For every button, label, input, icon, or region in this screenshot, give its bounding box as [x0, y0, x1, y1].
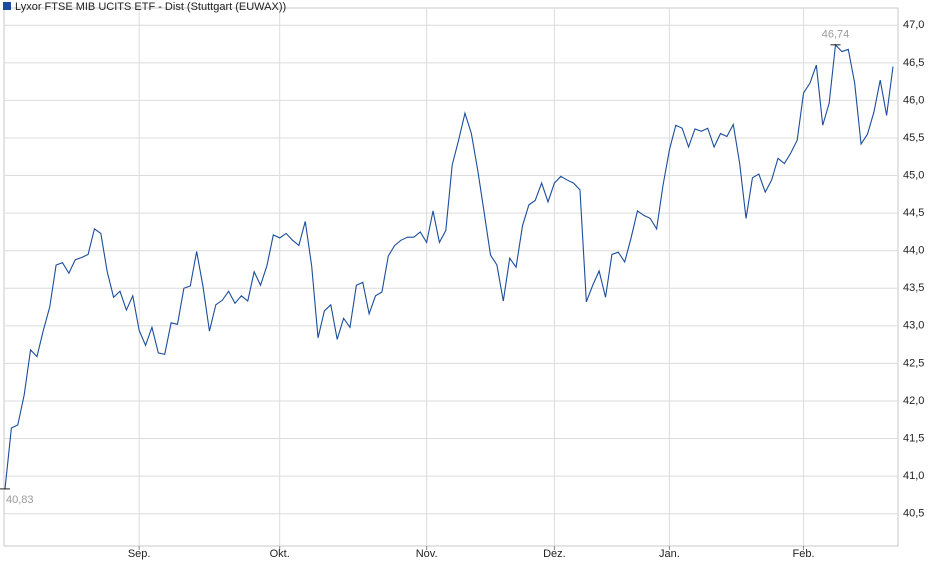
x-tick-label: Okt.	[270, 548, 290, 560]
y-tick-label: 42,0	[903, 395, 924, 407]
y-tick-label: 45,5	[903, 132, 924, 144]
legend-swatch	[3, 2, 11, 10]
y-tick-label: 46,0	[903, 94, 924, 106]
x-tick-label: Feb.	[793, 548, 815, 560]
value-label: 40,83	[6, 494, 34, 506]
y-tick-label: 46,5	[903, 57, 924, 69]
plot-frame	[3, 7, 899, 547]
y-tick-label: 45,0	[903, 169, 924, 181]
x-tick-label: Nov.	[416, 548, 438, 560]
x-tick-label: Dez.	[543, 548, 566, 560]
x-tick-label: Sep.	[128, 548, 151, 560]
y-tick-label: 41,5	[903, 432, 924, 444]
series-line	[4, 43, 894, 489]
y-tick-label: 44,5	[903, 207, 924, 219]
value-label: 46,74	[822, 29, 850, 41]
y-tick-label: 44,0	[903, 245, 924, 257]
y-tick-label: 47,0	[903, 19, 924, 31]
grid	[4, 8, 898, 546]
legend-label: Lyxor FTSE MIB UCITS ETF - Dist (Stuttga…	[15, 1, 286, 13]
x-tick-label: Jan.	[659, 548, 680, 560]
y-tick-label: 42,5	[903, 357, 924, 369]
y-tick-label: 43,5	[903, 282, 924, 294]
y-tick-label: 43,0	[903, 320, 924, 332]
y-tick-label: 40,5	[903, 508, 924, 520]
y-tick-label: 41,0	[903, 470, 924, 482]
